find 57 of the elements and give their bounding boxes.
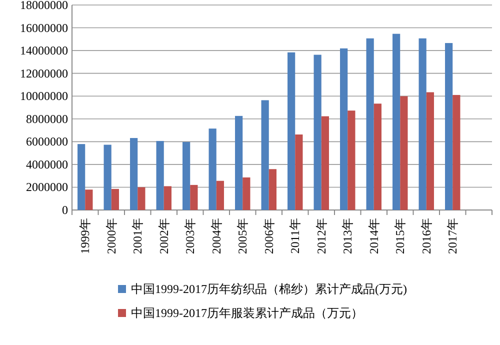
bar	[182, 142, 190, 210]
x-tick-label: 2017年	[446, 218, 460, 254]
bar	[314, 54, 322, 210]
y-tick-label: 18000000	[20, 0, 68, 12]
bar	[208, 128, 216, 210]
x-tick-label: 2002年	[156, 218, 171, 254]
y-tick-label: 2000000	[26, 180, 68, 194]
bar	[235, 116, 243, 210]
y-tick-label: 4000000	[26, 157, 68, 172]
bar	[268, 169, 276, 210]
bar	[78, 144, 86, 210]
x-tick-label: 2004年	[209, 218, 224, 254]
bar	[452, 94, 460, 210]
y-tick-label: 14000000	[20, 44, 68, 58]
bar	[85, 190, 93, 210]
x-tick-label: 2005年	[236, 218, 250, 254]
y-tick-label: 10000000	[20, 89, 68, 104]
bar	[340, 48, 348, 210]
bar	[392, 34, 400, 210]
x-tick-label: 2011年	[288, 218, 302, 254]
x-tick-label: 1999年	[78, 218, 92, 254]
bar	[366, 38, 374, 210]
x-tick-label: 2015年	[393, 218, 408, 254]
bar	[111, 188, 119, 210]
x-tick-label: 2003年	[183, 218, 198, 254]
bar	[156, 140, 164, 210]
bar	[130, 138, 138, 210]
bar	[288, 52, 296, 210]
x-tick-label: 2006年	[262, 218, 276, 254]
x-tick-label: 2013年	[340, 218, 355, 254]
bar	[374, 104, 382, 210]
bar	[321, 116, 329, 210]
bar	[242, 177, 250, 210]
bar	[426, 92, 434, 210]
legend-label: 中国1999-2017历年纺织品（棉纱）累计产成品(万元)	[131, 282, 407, 296]
y-tick-label: 8000000	[26, 112, 68, 126]
bar	[104, 144, 112, 210]
bar	[295, 134, 303, 210]
bar	[445, 43, 453, 210]
bar	[190, 184, 198, 210]
legend-label: 中国1999-2017历年服装累计产成品（万元）	[131, 306, 363, 320]
x-tick-label: 2012年	[314, 218, 328, 254]
bar	[400, 96, 408, 210]
y-tick-label: 12000000	[20, 66, 68, 80]
bar	[261, 100, 269, 210]
y-tick-label: 6000000	[26, 134, 68, 149]
x-tick-label: 2016年	[419, 218, 434, 254]
y-tick-label: 16000000	[20, 20, 68, 35]
bar	[164, 186, 172, 210]
x-tick-label: 2000年	[104, 218, 118, 254]
x-tick-label: 2014年	[366, 218, 381, 254]
bar	[418, 38, 426, 210]
x-tick-label: 2001年	[130, 218, 145, 254]
y-tick-label: 0	[62, 203, 68, 217]
bar	[348, 110, 356, 210]
bar	[216, 180, 224, 210]
bar	[138, 187, 146, 210]
